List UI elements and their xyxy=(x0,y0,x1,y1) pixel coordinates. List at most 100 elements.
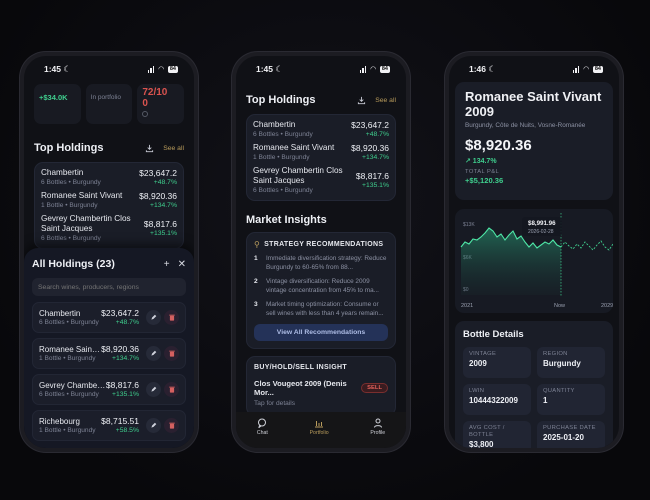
holding-row[interactable]: Romanee Saint Vivant 1 Bottle • Burgundy … xyxy=(253,143,389,161)
signal-icon xyxy=(147,65,155,73)
top-holdings-card: Chambertin 6 Bottles • Burgundy $23,647.2… xyxy=(246,114,396,201)
close-icon[interactable]: ✕ xyxy=(177,258,186,270)
wine-price: $8,920.36 xyxy=(465,137,532,154)
detail-purchase-date: PURCHASE DATE 2025-01-20 xyxy=(537,421,605,448)
section-title: Top Holdings xyxy=(246,94,316,106)
screen: 1:45 ☾ ◠ 84 +$34.0K In portfolio 72/10 0 xyxy=(24,56,194,448)
bottle-details-card: Bottle Details VINTAGE 2009 REGION Burgund… xyxy=(455,321,613,448)
delete-trash-icon[interactable] xyxy=(164,346,179,361)
person-icon xyxy=(373,418,382,428)
tab-profile[interactable]: Profile xyxy=(370,418,385,436)
wine-hero-card: Romanee Saint Vivant 2009 Burgundy, Côte … xyxy=(455,82,613,200)
sell-badge: SELL xyxy=(361,383,388,393)
see-all-link[interactable]: See all xyxy=(163,144,184,152)
stat-card-gain: +$34.0K xyxy=(34,84,81,124)
strategy-item[interactable]: 3 Market timing optimization: Consume or … xyxy=(254,301,384,317)
wifi-icon: ◠ xyxy=(158,66,164,73)
stats-strip: +$34.0K In portfolio 72/10 0 xyxy=(34,84,185,124)
stat-card-bottles: In portfolio xyxy=(85,84,133,124)
status-bar: 1:46 ☾ ◠ 84 xyxy=(449,56,619,82)
screen: 1:46 ☾ ◠ 84 Romanee Saint Vivant 2009 Bur… xyxy=(449,56,619,448)
phone-portfolio-insights: 1:45 ☾ ◠ 84 Top Holdings See all xyxy=(232,52,410,452)
section-title: Market Insights xyxy=(246,214,327,226)
edit-pencil-icon[interactable] xyxy=(146,346,161,361)
top-holdings-card: Chambertin 6 Bottles • Burgundy $23,647.2… xyxy=(34,162,184,249)
buy-hold-sell-card[interactable]: BUY/HOLD/SELL INSIGHT Clos Vougeot 2009 … xyxy=(246,356,396,416)
stat-value: +$34.0K xyxy=(39,93,68,102)
download-icon[interactable] xyxy=(353,92,369,108)
tab-portfolio[interactable]: Portfolio xyxy=(310,418,329,436)
wine-location: Burgundy, Côte de Nuits, Vosne-Romanée xyxy=(465,122,586,129)
battery-icon: 84 xyxy=(167,65,178,73)
add-icon[interactable]: + xyxy=(163,258,170,270)
detail-vintage: VINTAGE 2009 xyxy=(463,347,531,378)
detail-lwin: LWIN 10444322009 xyxy=(463,384,531,415)
edit-pencil-icon[interactable] xyxy=(146,418,161,433)
score-value: 72/10 0 xyxy=(142,87,168,109)
stat-label: In portfolio xyxy=(90,94,122,101)
x-tick-start: 2021 xyxy=(461,303,473,309)
market-insights-section: Market Insights ⚲ STRATEGY RECOMMENDATION… xyxy=(246,214,396,416)
top-holdings-section: Top Holdings See all Chambertin 6 Bottles… xyxy=(34,140,184,249)
section-title: Bottle Details xyxy=(463,329,524,340)
tab-bar: Chat Portfolio Profile xyxy=(236,412,406,448)
delete-trash-icon[interactable] xyxy=(164,310,179,325)
edit-pencil-icon[interactable] xyxy=(146,310,161,325)
lightbulb-icon: ⚲ xyxy=(254,240,261,249)
strategy-card: ⚲ STRATEGY RECOMMENDATIONS 1 Immediate div… xyxy=(246,232,396,349)
download-icon[interactable] xyxy=(141,140,157,156)
holding-row[interactable]: Gevrey Chambertin Clos Saint Jacques 6 Bo… xyxy=(253,166,389,194)
wine-change: ↗ 134.7% xyxy=(465,158,497,165)
insight-wine-name: Clos Vougeot 2009 (Denis Mor... xyxy=(254,379,347,397)
battery-icon: 84 xyxy=(592,65,603,73)
tab-chat[interactable]: Chat xyxy=(257,418,268,436)
pnl-label: TOTAL P&L xyxy=(465,169,500,175)
section-title: Top Holdings xyxy=(34,142,104,154)
edit-pencil-icon[interactable] xyxy=(146,382,161,397)
see-all-link[interactable]: See all xyxy=(375,96,396,104)
status-time: 1:46 ☾ xyxy=(469,63,496,74)
search-input[interactable] xyxy=(32,278,186,296)
view-all-recommendations-button[interactable]: View All Recommendations xyxy=(254,324,388,341)
holding-list-item[interactable]: Richebourg 1 Bottle • Burgundy $8,715.51 +… xyxy=(32,410,186,441)
stat-card-score: 72/10 0 xyxy=(137,84,185,124)
detail-quantity: QUANTITY 1 xyxy=(537,384,605,415)
status-time: 1:45 ☾ xyxy=(44,63,71,74)
tooltip-date: 2026-02-28 xyxy=(528,229,554,235)
chat-bubble-icon xyxy=(258,418,267,428)
holding-row[interactable]: Chambertin 6 Bottles • Burgundy $23,647.2… xyxy=(253,120,389,138)
signal-icon xyxy=(572,65,580,73)
strategy-item[interactable]: 1 Immediate diversification strategy: Red… xyxy=(254,255,387,271)
wine-title: Romanee Saint Vivant 2009 xyxy=(465,89,602,119)
delete-trash-icon[interactable] xyxy=(164,418,179,433)
top-holdings-section: Top Holdings See all Chambertin 6 Bottles… xyxy=(246,92,396,201)
phone-portfolio-all-holdings: 1:45 ☾ ◠ 84 +$34.0K In portfolio 72/10 0 xyxy=(20,52,198,452)
y-tick-13k: $13K xyxy=(463,222,475,228)
bar-chart-icon xyxy=(315,421,324,428)
signal-icon xyxy=(359,65,367,73)
pnl-value: +$5,120.36 xyxy=(465,176,504,185)
strategy-item[interactable]: 2 Vintage diversification: Reduce 2009 vi… xyxy=(254,278,379,294)
detail-region: REGION Burgundy xyxy=(537,347,605,378)
tap-hint: Tap for details xyxy=(254,400,296,407)
delete-trash-icon[interactable] xyxy=(164,382,179,397)
status-bar: 1:45 ☾ ◠ 84 xyxy=(24,56,194,82)
holding-row[interactable]: Gevrey Chambertin Clos Saint Jacques 6 Bo… xyxy=(41,214,177,242)
status-bar: 1:45 ☾ ◠ 84 xyxy=(236,56,406,82)
battery-icon: 84 xyxy=(379,65,390,73)
info-icon xyxy=(142,111,149,117)
price-line-chart: $13K $6K $0 $8,991.96 2026-02-28 2021 No… xyxy=(460,213,613,309)
holding-row[interactable]: Romanee Saint Vivant 1 Bottle • Burgundy … xyxy=(41,191,177,209)
holding-row[interactable]: Chambertin 6 Bottles • Burgundy $23,647.2… xyxy=(41,168,177,186)
holding-list-item[interactable]: Chambertin 6 Bottles • Burgundy $23,647.2… xyxy=(32,302,186,333)
screen: 1:45 ☾ ◠ 84 Top Holdings See all xyxy=(236,56,406,448)
price-chart[interactable]: $13K $6K $0 $8,991.96 2026-02-28 2021 No… xyxy=(455,209,613,313)
sheet-title: All Holdings (23) xyxy=(32,258,115,270)
x-tick-end: 2029 xyxy=(601,303,613,309)
wifi-icon: ◠ xyxy=(370,66,376,73)
detail-avg-cost: AVG COST / BOTTLE $3,800 xyxy=(463,421,531,448)
